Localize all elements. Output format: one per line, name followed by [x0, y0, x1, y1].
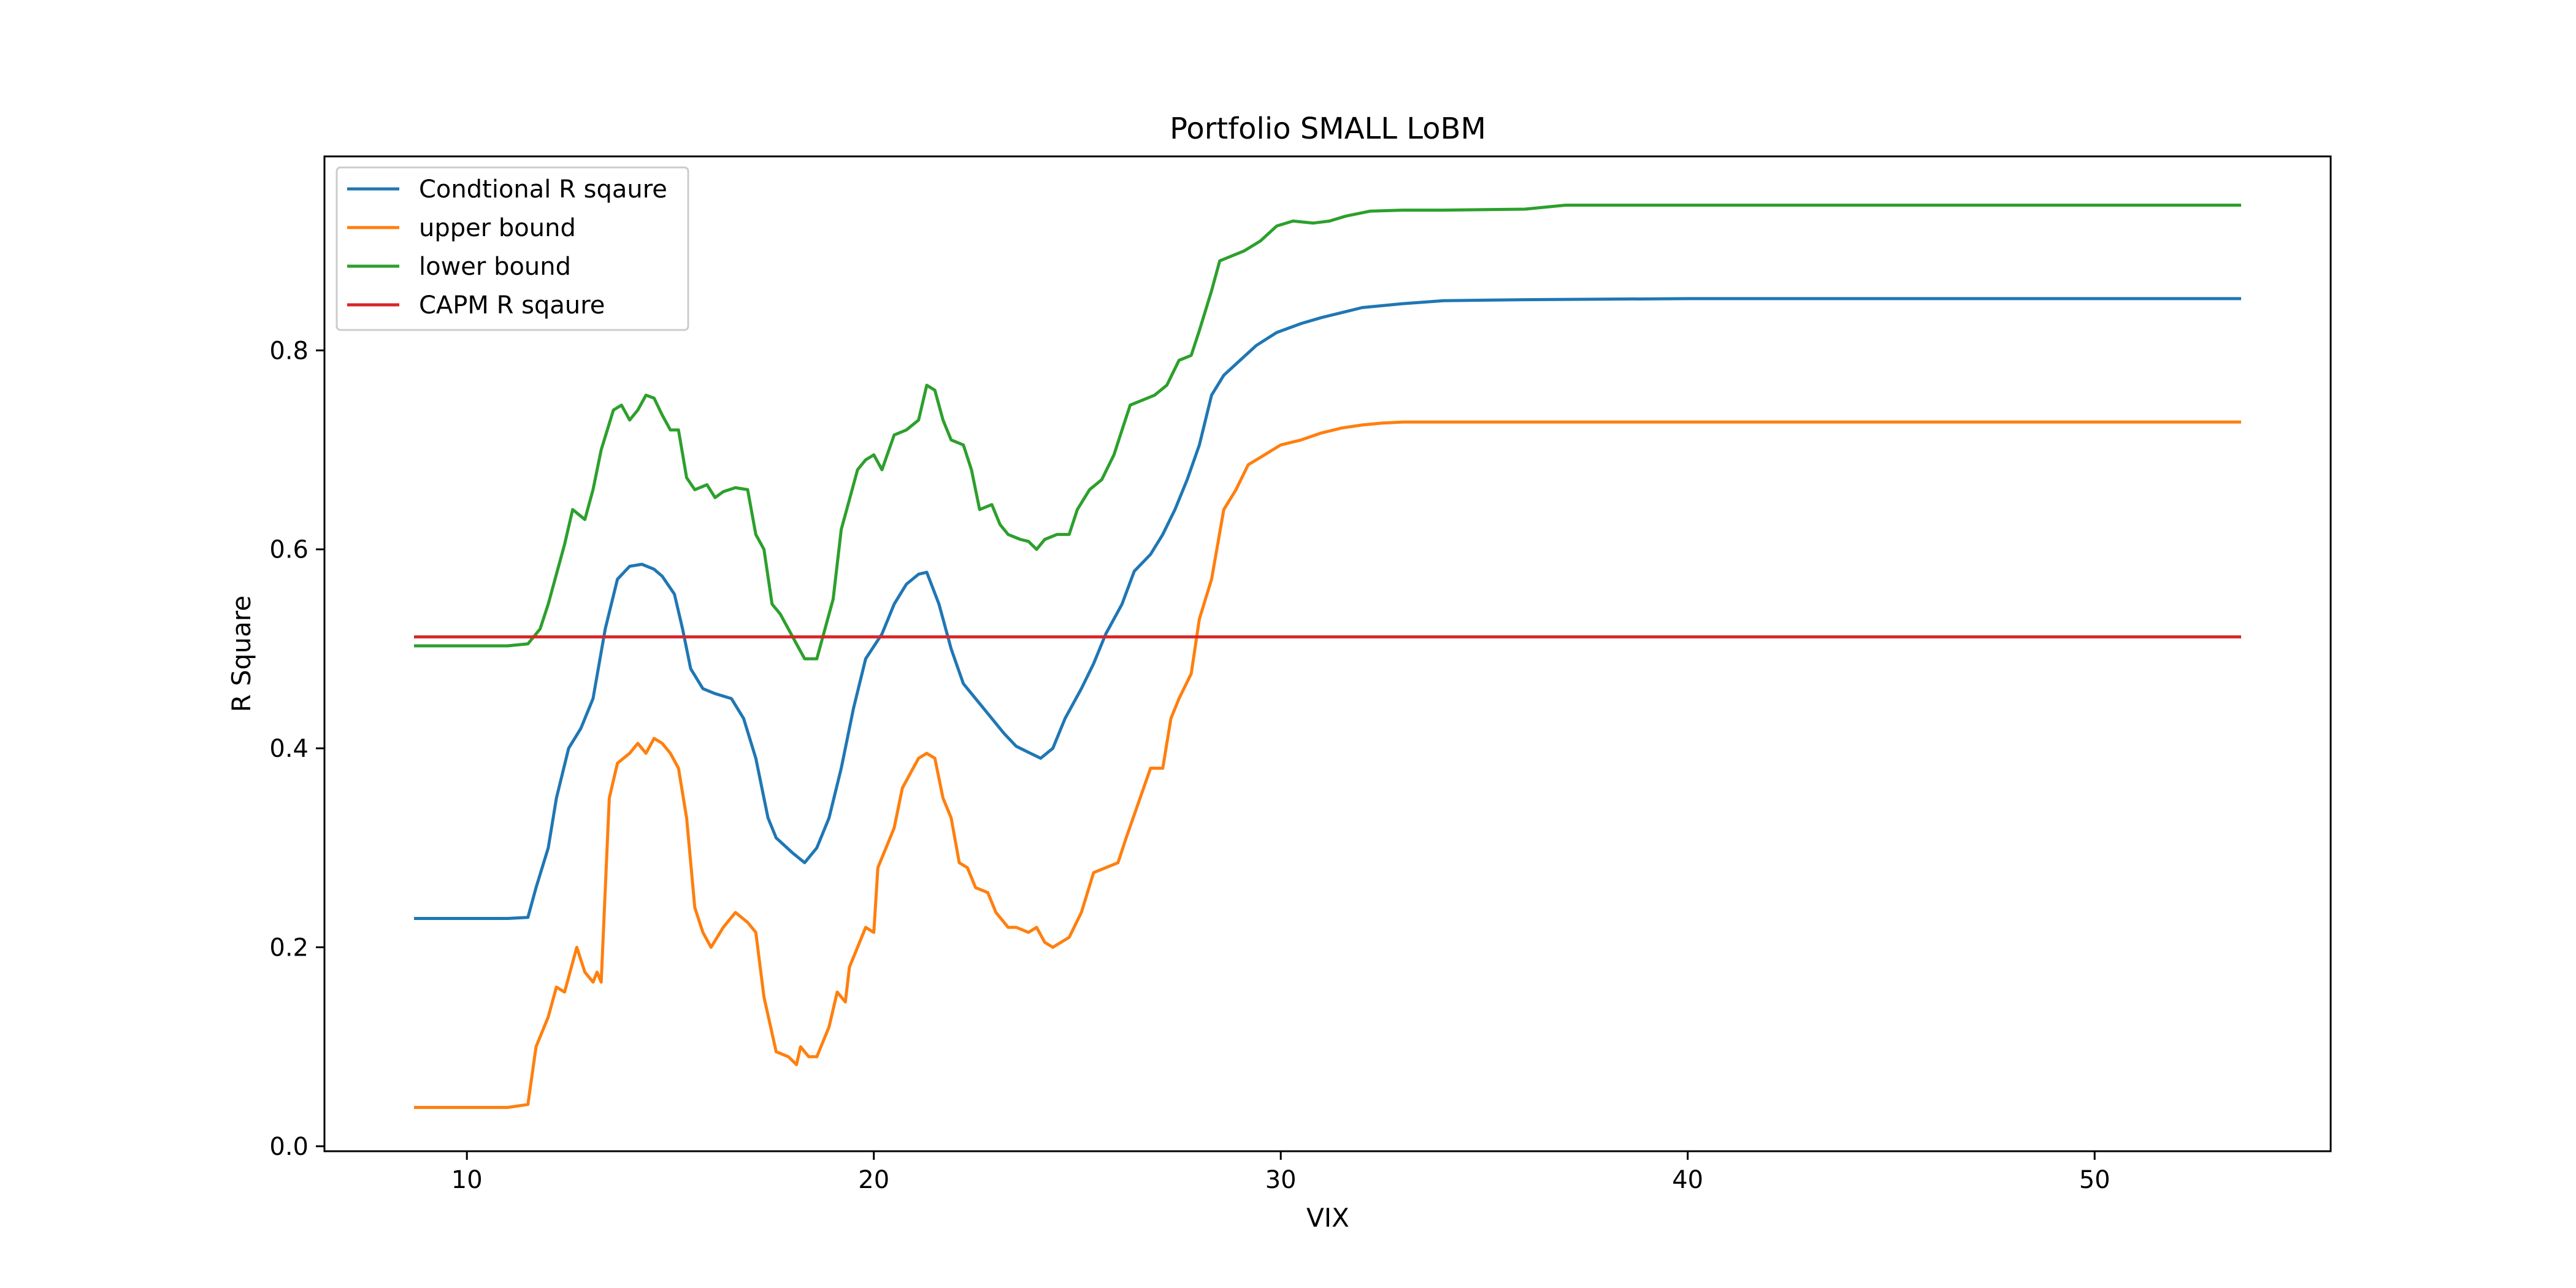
y-tick-label: 0.6: [269, 536, 309, 564]
legend: Condtional R sqaure upper bound lower boun…: [335, 166, 689, 331]
series-line-1: [414, 297, 2241, 920]
legend-label: upper bound: [419, 214, 576, 242]
legend-label: Condtional R sqaure: [419, 175, 667, 204]
y-axis-label: R Square: [226, 596, 256, 712]
x-axis: 10 20 30 40 50: [451, 1151, 2110, 1194]
y-tick-label: 0.2: [269, 933, 309, 962]
x-axis-label: VIX: [1306, 1203, 1349, 1233]
x-tick-label: 40: [1672, 1166, 1703, 1194]
legend-box: [335, 166, 689, 331]
y-tick-label: 0.8: [269, 337, 309, 365]
plot-lines: [414, 204, 2241, 1110]
series-line-3: [414, 204, 2241, 661]
plot-frame: [323, 155, 2332, 1152]
legend-label: CAPM R sqaure: [419, 291, 605, 320]
chart-title: Portfolio SMALL LoBM: [1170, 112, 1486, 146]
y-axis: 0.0 0.2 0.4 0.6 0.8: [269, 337, 324, 1161]
y-tick-label: 0.4: [269, 735, 309, 763]
x-tick-label: 30: [1265, 1166, 1297, 1194]
y-tick-label: 0.0: [269, 1133, 309, 1161]
x-tick-label: 50: [2079, 1166, 2110, 1194]
x-tick-label: 20: [858, 1166, 889, 1194]
x-tick-label: 10: [451, 1166, 483, 1194]
legend-label: lower bound: [419, 253, 571, 281]
